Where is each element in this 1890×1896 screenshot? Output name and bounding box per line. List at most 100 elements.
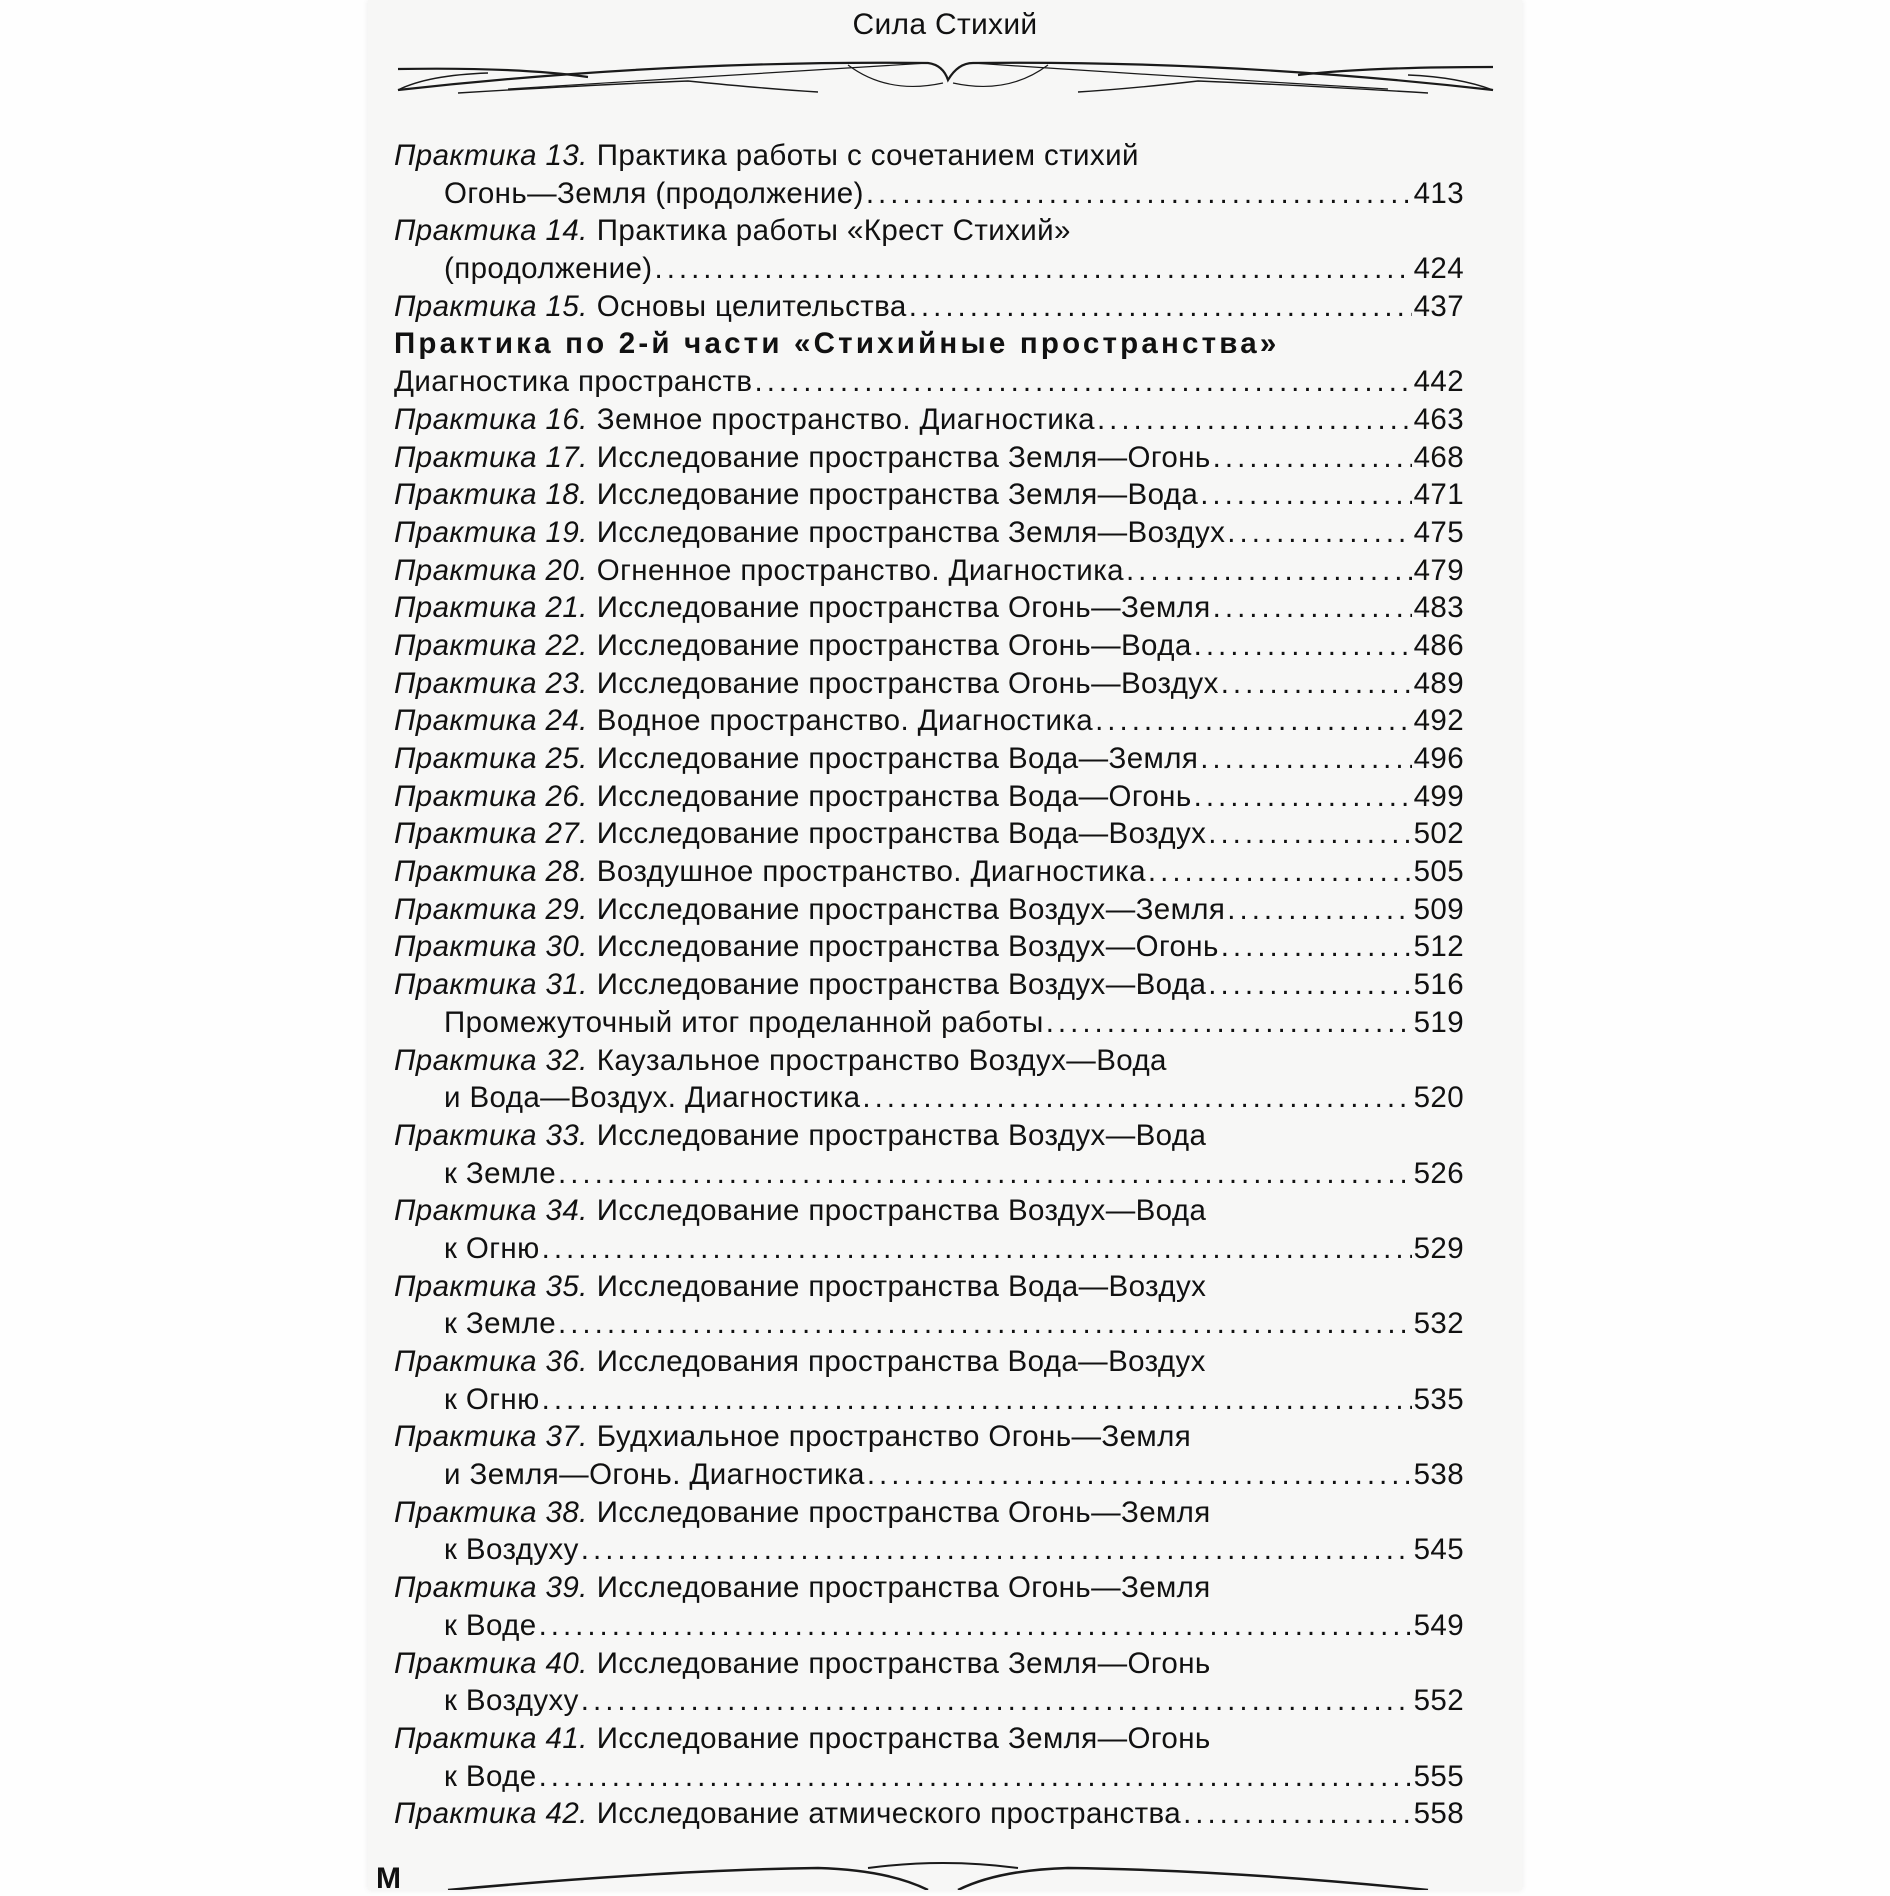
toc-entry[interactable]: Практика 13. Практика работы с сочетанием… — [394, 137, 1464, 175]
toc-entry-number: Практика 35. — [394, 1269, 588, 1303]
toc-entry-title: Воздушное пространство. Диагностика — [596, 855, 1146, 889]
toc-entry[interactable]: Практика 28. Воздушное пространство. Диаг… — [394, 853, 1464, 891]
toc-entry-title-cont: к Воде — [444, 1608, 537, 1642]
dot-leader — [1208, 966, 1411, 1004]
toc-entry[interactable]: Практика 25. Исследование пространства Во… — [394, 740, 1464, 778]
dot-leader — [1208, 815, 1411, 853]
toc-entry-title: Исследование пространства Огонь—Земля — [596, 1571, 1211, 1605]
dot-leader — [1200, 740, 1411, 778]
toc-entry-title: Практика работы с сочетанием стихий — [596, 139, 1139, 172]
dot-leader — [1097, 401, 1412, 439]
dot-leader — [755, 363, 1412, 401]
toc-entry-number: Практика 22. — [394, 628, 588, 662]
toc-page-number: 519 — [1413, 1005, 1464, 1039]
dot-leader — [542, 1230, 1412, 1268]
dot-leader — [1200, 476, 1411, 514]
toc-page-number: 516 — [1413, 968, 1464, 1002]
toc-entry-number: Практика 32. — [394, 1043, 588, 1077]
toc-entry[interactable]: Практика 17. Исследование пространства Зе… — [394, 439, 1464, 477]
toc-entry-title: Будхиальное пространство Огонь—Земля — [596, 1420, 1192, 1454]
dot-leader — [909, 288, 1412, 326]
toc-entry-title-cont: к Огню — [444, 1231, 540, 1265]
toc-entry[interactable]: Практика 32. Каузальное пространство Возд… — [394, 1042, 1464, 1080]
toc-entry-continuation: к Воде 555 — [394, 1758, 1464, 1796]
toc-entry-number: Практика 36. — [394, 1345, 588, 1378]
toc-entry-number: Практика 38. — [394, 1495, 588, 1529]
toc-entry-title-cont: к Земле — [444, 1307, 557, 1341]
toc-entry-title-cont: к Земле — [444, 1156, 557, 1190]
toc-entry-title-cont: к Воздуху — [444, 1684, 579, 1718]
toc-entry-continuation: (продолжение) 424 — [394, 250, 1464, 288]
toc-entry[interactable]: Практика 24. Водное пространство. Диагнос… — [394, 702, 1464, 740]
table-of-contents: Практика 13. Практика работы с сочетанием… — [394, 137, 1464, 1833]
toc-entry-number: Практика 30. — [394, 930, 588, 964]
toc-page-number: 529 — [1413, 1231, 1464, 1265]
toc-entry-title: Каузальное пространство Воздух—Вода — [596, 1043, 1167, 1077]
toc-entry-title: Практика работы «Крест Стихий» — [596, 214, 1071, 248]
toc-entry[interactable]: Практика 35. Исследование пространства Во… — [394, 1268, 1464, 1306]
toc-entry[interactable]: Практика 21. Исследование пространства Ог… — [394, 589, 1464, 627]
toc-entry[interactable]: Практика 16. Земное пространство. Диагнос… — [394, 401, 1464, 439]
toc-entry-title-cont: Огонь—Земля (продолжение) — [444, 176, 864, 210]
toc-entry-number: Практика 34. — [394, 1194, 588, 1228]
toc-entry[interactable]: Практика 40. Исследование пространства Зе… — [394, 1645, 1464, 1683]
toc-entry[interactable]: Практика 34. Исследование пространства Во… — [394, 1192, 1464, 1230]
toc-entry-title: Исследование пространства Огонь—Земля — [596, 591, 1211, 625]
toc-entry[interactable]: Практика 36. Исследования пространства Во… — [394, 1343, 1464, 1381]
toc-entry[interactable]: Практика 20. Огненное пространство. Диагн… — [394, 552, 1464, 590]
toc-entry[interactable]: Практика 23. Исследование пространства Ог… — [394, 665, 1464, 703]
toc-entry[interactable]: Практика 22. Исследование пространства Ог… — [394, 627, 1464, 665]
toc-entry[interactable]: Практика 27. Исследование пространства Во… — [394, 815, 1464, 853]
toc-page-number: 486 — [1413, 628, 1464, 662]
toc-page-number: 468 — [1413, 440, 1464, 474]
toc-entry[interactable]: Практика 33. Исследование пространства Во… — [394, 1117, 1464, 1155]
toc-page-number: 442 — [1413, 365, 1464, 399]
toc-entry[interactable]: Практика 26. Исследование пространства Во… — [394, 778, 1464, 816]
toc-entry-title-cont: и Вода—Воздух. Диагностика — [444, 1081, 861, 1115]
dot-leader — [1194, 778, 1412, 816]
toc-entry-number: Практика 17. — [394, 440, 588, 474]
toc-entry[interactable]: Диагностика пространств 442 — [394, 363, 1464, 401]
toc-page-number: 555 — [1413, 1759, 1464, 1793]
toc-entry-continuation: и Вода—Воздух. Диагностика 520 — [394, 1079, 1464, 1117]
toc-entry[interactable]: Практика 37. Будхиальное пространство Ого… — [394, 1418, 1464, 1456]
toc-page-number: 437 — [1413, 289, 1464, 323]
toc-entry-title: Исследование пространства Воздух—Вода — [596, 968, 1207, 1002]
toc-page-number: 535 — [1413, 1382, 1464, 1416]
toc-section-heading: Практика по 2-й части «Стихийные простра… — [394, 327, 1280, 361]
toc-entry[interactable]: Промежуточный итог проделанной работы 519 — [394, 1004, 1464, 1042]
toc-page-number: 502 — [1413, 817, 1464, 851]
toc-entry[interactable]: Практика 19. Исследование пространства Зе… — [394, 514, 1464, 552]
toc-entry-title: Исследование пространства Воздух—Вода — [596, 1194, 1207, 1228]
toc-entry-title: Исследование пространства Вода—Земля — [596, 742, 1199, 775]
toc-page-number: 532 — [1413, 1307, 1464, 1341]
toc-page-number: 499 — [1413, 779, 1464, 813]
dot-leader — [1046, 1004, 1412, 1042]
toc-entry-number: Практика 33. — [394, 1118, 588, 1152]
toc-entry[interactable]: Практика 38. Исследование пространства Ог… — [394, 1494, 1464, 1532]
toc-entry[interactable]: Практика 41. Исследование пространства Зе… — [394, 1720, 1464, 1758]
toc-entry[interactable]: Практика 39. Исследование пространства Ог… — [394, 1569, 1464, 1607]
dot-leader — [1221, 928, 1412, 966]
toc-entry-title-cont: к Огню — [444, 1382, 540, 1416]
toc-entry[interactable]: Практика 30. Исследование пространства Во… — [394, 928, 1464, 966]
toc-entry-number: Практика 23. — [394, 666, 588, 700]
toc-entry-title: Исследование пространства Вода—Огонь — [596, 779, 1192, 813]
toc-page-number: 463 — [1413, 402, 1464, 436]
toc-entry-number: Практика 41. — [394, 1721, 588, 1755]
toc-entry[interactable]: Практика 18. Исследование пространства Зе… — [394, 476, 1464, 514]
toc-page-number: 471 — [1413, 478, 1464, 512]
toc-entry-continuation: к Огню 535 — [394, 1381, 1464, 1419]
toc-page-number: 492 — [1413, 704, 1464, 738]
ornament-divider-icon — [397, 61, 1494, 94]
toc-entry-title: Исследование пространства Воздух—Вода — [596, 1118, 1207, 1152]
toc-entry[interactable]: Практика 14. Практика работы «Крест Стихи… — [394, 212, 1464, 250]
toc-entry[interactable]: Практика 15.Основы целительства 437 — [394, 288, 1464, 326]
toc-entry-title-cont: и Земля—Огонь. Диагностика — [444, 1458, 865, 1492]
toc-entry[interactable]: Практика 31. Исследование пространства Во… — [394, 966, 1464, 1004]
toc-entry[interactable]: Практика 42. Исследование атмического про… — [394, 1795, 1464, 1833]
toc-entry-number: Практика 24. — [394, 704, 588, 738]
toc-entry-number: Практика 15. — [394, 289, 588, 323]
toc-entry-number: Практика 26. — [394, 779, 588, 813]
toc-entry[interactable]: Практика 29. Исследование пространства Во… — [394, 891, 1464, 929]
